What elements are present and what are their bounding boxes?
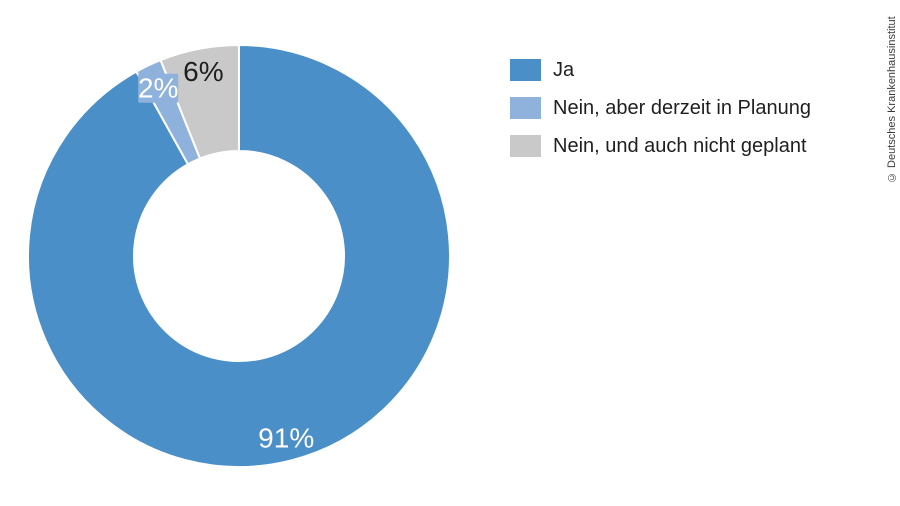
legend-swatch-2 bbox=[510, 135, 541, 157]
data-label-2: 6% bbox=[183, 56, 223, 87]
legend-label-1: Nein, aber derzeit in Planung bbox=[553, 97, 811, 119]
legend-swatch-0 bbox=[510, 59, 541, 81]
donut-chart: 91% 2%6% bbox=[27, 44, 451, 468]
legend-item-2: Nein, und auch nicht geplant bbox=[510, 135, 811, 157]
legend-label-0: Ja bbox=[553, 59, 575, 81]
legend-label-2: Nein, und auch nicht geplant bbox=[553, 135, 807, 157]
legend: Ja Nein, aber derzeit in Planung Nein, und… bbox=[510, 59, 811, 173]
data-label-0: 91% bbox=[258, 423, 314, 454]
data-label-background-1 bbox=[138, 73, 179, 103]
legend-swatch-1 bbox=[510, 97, 541, 119]
copyright-credit: © Deutsches Krankenhausinstitut bbox=[886, 16, 898, 184]
legend-item-0: Ja bbox=[510, 59, 811, 81]
data-label-1: 2% bbox=[138, 73, 178, 104]
legend-item-1: Nein, aber derzeit in Planung bbox=[510, 97, 811, 119]
donut-slice-0 bbox=[27, 44, 451, 468]
donut-slice-2 bbox=[159, 44, 240, 160]
